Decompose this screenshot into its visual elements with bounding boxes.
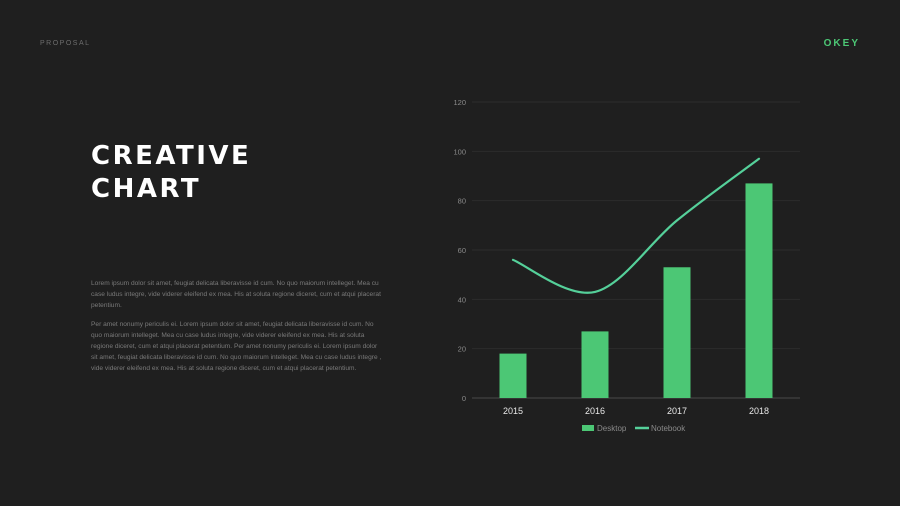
section-label: PROPOSAL — [40, 40, 91, 47]
chart-legend: Desktop Notebook — [582, 424, 686, 433]
x-axis-labels: 2015 2016 2017 2018 — [503, 406, 769, 416]
legend-label-notebook: Notebook — [651, 424, 686, 433]
desktop-bars — [499, 183, 773, 398]
x-tick-label: 2018 — [749, 406, 769, 416]
body-paragraph-1: Lorem ipsum dolor sit amet, feugiat deli… — [91, 280, 381, 309]
legend-swatch-desktop — [582, 425, 594, 431]
y-tick-label: 80 — [458, 197, 466, 206]
x-tick-label: 2016 — [585, 406, 605, 416]
x-tick-label: 2015 — [503, 406, 523, 416]
y-tick-label: 120 — [453, 98, 466, 107]
x-tick-label: 2017 — [667, 406, 687, 416]
chart-grid: 0 20 40 60 80 100 120 — [453, 98, 800, 403]
desktop-bar — [581, 331, 609, 398]
y-tick-label: 0 — [462, 394, 466, 403]
desktop-bar — [499, 353, 527, 398]
notebook-line-series — [511, 157, 761, 294]
title-line-2: CHART — [91, 174, 202, 204]
desktop-bar — [745, 183, 773, 398]
y-tick-label: 60 — [458, 246, 466, 255]
desktop-bar — [663, 267, 691, 398]
body-paragraph-2: Per amet nonumy periculis ei. Lorem ipsu… — [91, 321, 382, 372]
slide-title: CREATIVE CHART — [91, 140, 251, 206]
legend-label-desktop: Desktop — [597, 424, 627, 433]
title-line-1: CREATIVE — [91, 141, 252, 171]
notebook-line — [511, 157, 761, 294]
combo-chart: 0 20 40 60 80 100 120 2015 2016 2017 2018 Desktop… — [453, 98, 800, 433]
y-tick-label: 40 — [458, 295, 466, 304]
y-tick-label: 20 — [458, 345, 466, 354]
brand-logo: OKEY — [823, 38, 860, 49]
y-tick-label: 100 — [453, 147, 466, 156]
